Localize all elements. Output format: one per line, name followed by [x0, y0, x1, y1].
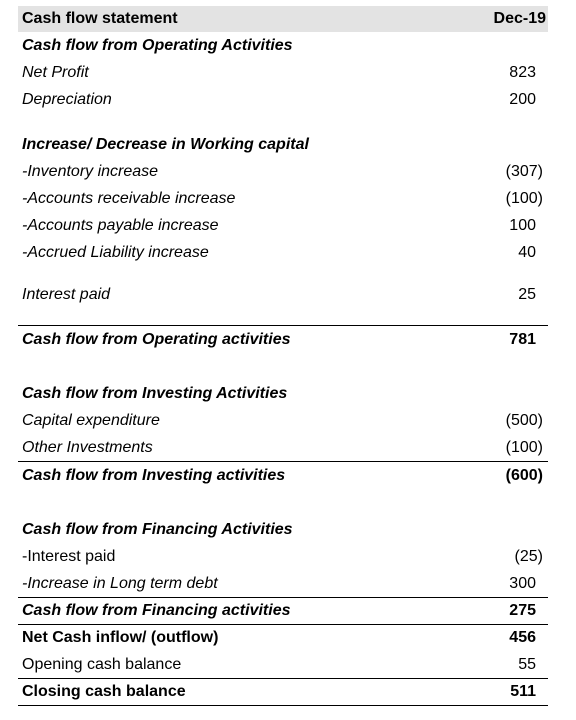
row-label: Cash flow from Financing Activities: [22, 521, 293, 538]
row-label: Cash flow from Investing activities: [22, 467, 286, 484]
row-value: 823: [509, 64, 536, 81]
row-value: (25): [514, 548, 543, 565]
row-label: Cash flow from Financing activities: [22, 602, 291, 619]
row-value: 781: [509, 331, 536, 348]
row-label: Closing cash balance: [22, 683, 186, 700]
row-value: 40: [518, 244, 536, 261]
row-value: (100): [505, 190, 543, 207]
row-value: 200: [509, 91, 536, 108]
row-label: Cash flow from Investing Activities: [22, 385, 288, 402]
row-label: Cash flow from Operating activities: [22, 331, 291, 348]
header-band: [18, 6, 548, 32]
rule: [18, 597, 548, 598]
row-value: (600): [505, 467, 543, 484]
row-label: -Interest paid: [22, 548, 116, 565]
row-label: -Accrued Liability increase: [22, 244, 209, 261]
row-label: Increase/ Decrease in Working capital: [22, 136, 309, 153]
rule: [18, 461, 548, 462]
rule: [18, 325, 548, 326]
header-title: Cash flow statement: [22, 10, 178, 27]
row-value: (100): [505, 439, 543, 456]
row-value: 300: [509, 575, 536, 592]
row-value: 456: [509, 629, 536, 646]
row-label: -Accounts payable increase: [22, 217, 219, 234]
row-label: -Increase in Long term debt: [22, 575, 218, 592]
rule: [18, 624, 548, 625]
header-period: Dec-19: [493, 10, 546, 27]
row-value: 511: [510, 683, 536, 700]
row-value: (307): [505, 163, 543, 180]
row-value: 275: [509, 602, 536, 619]
row-value: (500): [505, 412, 543, 429]
row-label: Net Profit: [22, 64, 89, 81]
row-value: 55: [518, 656, 536, 673]
row-value: 100: [509, 217, 536, 234]
row-label: Net Cash inflow/ (outflow): [22, 629, 219, 646]
row-label: -Inventory increase: [22, 163, 159, 180]
row-label: Opening cash balance: [22, 656, 182, 673]
row-label: Other Investments: [22, 439, 153, 456]
row-label: Depreciation: [22, 91, 112, 108]
row-value: 25: [518, 286, 536, 303]
row-label: Capital expenditure: [22, 412, 160, 429]
row-label: -Accounts receivable increase: [22, 190, 236, 207]
row-label: Interest paid: [22, 286, 111, 303]
row-label: Cash flow from Operating Activities: [22, 37, 293, 54]
rule: [18, 705, 548, 706]
rule: [18, 678, 548, 679]
